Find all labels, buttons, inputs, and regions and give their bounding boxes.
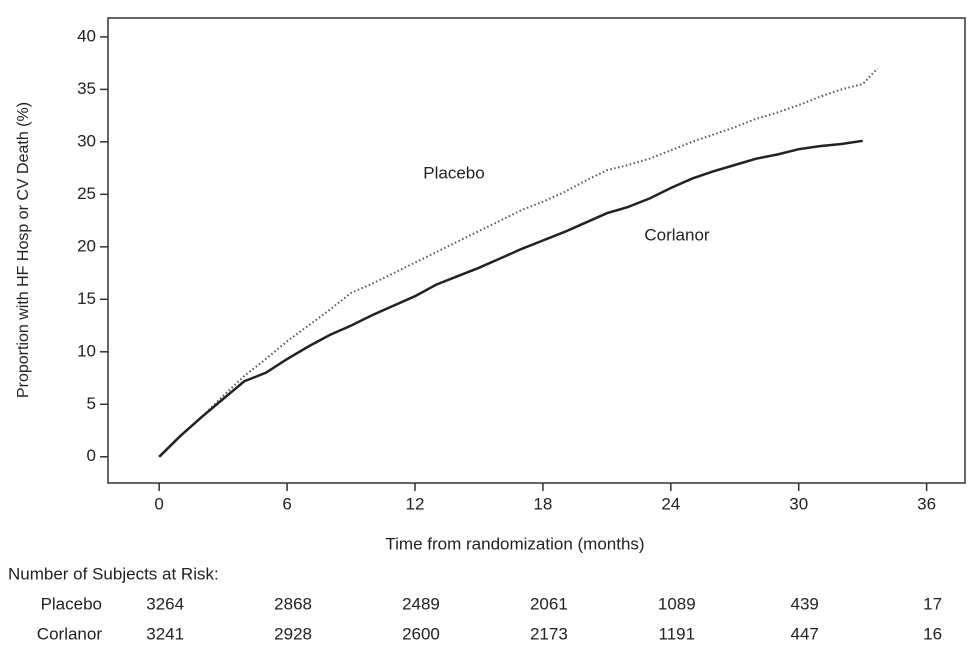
risk-count: 17 (923, 594, 942, 613)
risk-table-title: Number of Subjects at Risk: (8, 564, 219, 583)
y-tick-label: 10 (77, 341, 96, 360)
risk-count: 2489 (402, 594, 440, 613)
y-axis-label: Proportion with HF Hosp or CV Death (%) (15, 102, 32, 398)
risk-row-name: Corlanor (37, 624, 103, 643)
x-tick-label: 18 (533, 494, 552, 513)
y-tick-label: 30 (77, 131, 96, 150)
plot-frame (107, 17, 966, 484)
risk-count: 3264 (146, 594, 184, 613)
y-tick-label: 15 (77, 289, 96, 308)
x-tick-label: 24 (661, 494, 680, 513)
risk-count: 2600 (402, 624, 440, 643)
series-line (158, 67, 879, 458)
y-tick-label: 40 (77, 26, 96, 45)
annotation: Placebo (423, 163, 484, 182)
risk-count: 2868 (274, 594, 312, 613)
risk-count: 1191 (659, 624, 696, 643)
risk-count: 2928 (274, 624, 312, 643)
y-tick-label: 0 (87, 446, 96, 465)
y-tick-label: 25 (77, 184, 96, 203)
x-tick-label: 12 (406, 494, 425, 513)
risk-count: 2173 (530, 624, 568, 643)
y-tick-label: 35 (77, 79, 96, 98)
x-tick-label: 0 (154, 494, 163, 513)
risk-count: 447 (791, 624, 819, 643)
y-tick-label: 20 (77, 236, 96, 255)
x-tick-label: 36 (917, 494, 936, 513)
risk-count: 1089 (658, 594, 696, 613)
annotation: Corlanor (644, 225, 710, 244)
series-line (158, 139, 863, 458)
risk-count: 3241 (146, 624, 184, 643)
x-axis-label: Time from randomization (months) (385, 534, 644, 553)
risk-count: 16 (923, 624, 942, 643)
risk-count: 439 (791, 594, 819, 613)
y-tick-label: 5 (87, 394, 96, 413)
risk-count: 2061 (530, 594, 568, 613)
x-tick-label: 6 (282, 494, 291, 513)
risk-row-name: Placebo (41, 594, 102, 613)
x-tick-label: 30 (789, 494, 808, 513)
